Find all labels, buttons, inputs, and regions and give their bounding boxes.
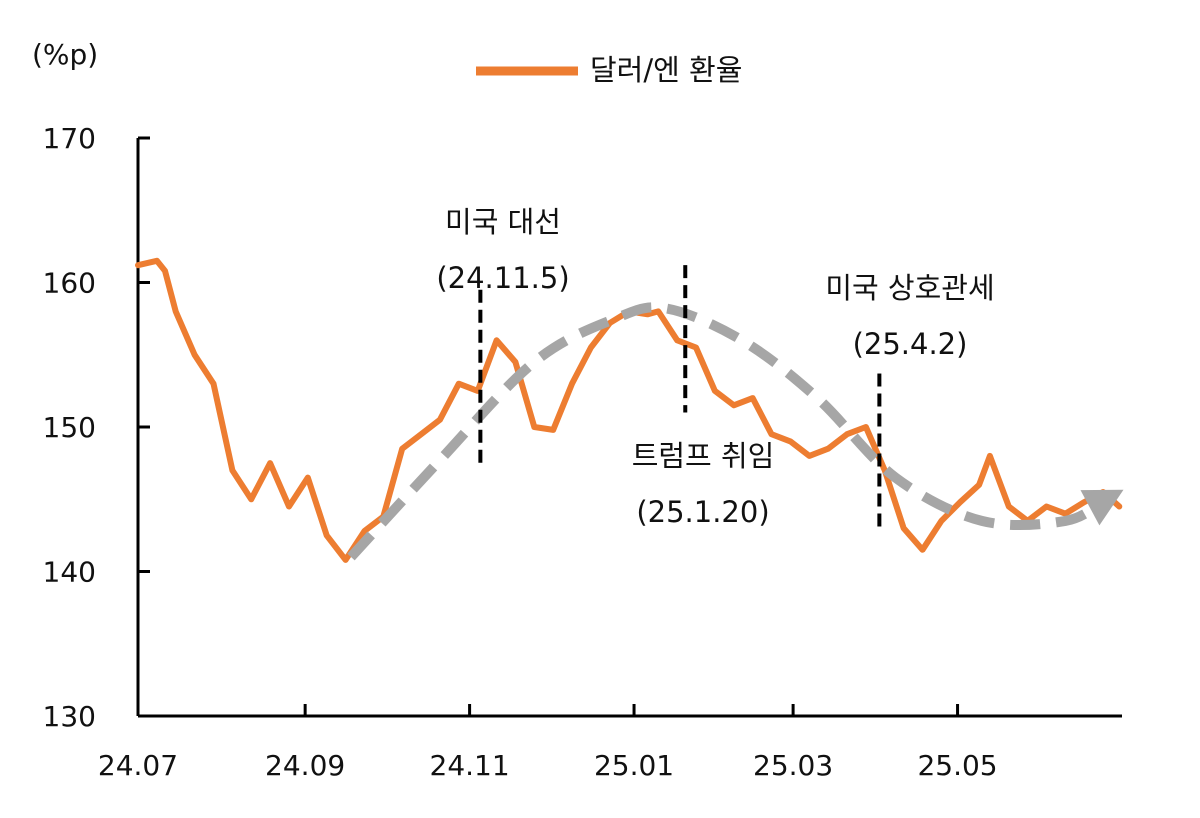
y-tick-label: 150 <box>43 411 96 444</box>
x-tick-label: 24.09 <box>265 749 345 782</box>
x-tick-label: 24.11 <box>430 749 510 782</box>
legend-entry: 달러/엔 환율 <box>590 53 742 87</box>
x-tick-label: 25.03 <box>753 749 833 782</box>
event-date-label: (24.11.5) <box>436 261 569 295</box>
event-layer: 미국 대선 (24.11.5) 트럼프 취임 (25.1.20) 미국 상호관세 (25.… <box>436 205 995 532</box>
x-tick-label: 25.01 <box>594 749 674 782</box>
y-tick-label: 170 <box>43 122 96 155</box>
axes: 130 140 150 160 170 24.07 24.09 24.11 25.01 25.03… <box>43 122 1122 782</box>
event-label: 미국 대선 <box>445 205 561 239</box>
event-label: 트럼프 취임 <box>632 439 775 473</box>
trend-arrow-head <box>1080 489 1124 526</box>
event-date-label: (25.4.2) <box>853 327 968 361</box>
y-axis-unit: (%p) <box>32 38 98 71</box>
x-tick-label: 24.07 <box>98 749 178 782</box>
y-tick-label: 140 <box>43 556 96 589</box>
legend: 달러/엔 환율 <box>476 53 742 87</box>
event-label: 미국 상호관세 <box>825 271 994 305</box>
y-tick-label: 130 <box>43 700 96 733</box>
event-date-label: (25.1.20) <box>636 495 769 529</box>
y-tick-label: 160 <box>43 267 96 300</box>
x-tick-label: 25.05 <box>917 749 997 782</box>
